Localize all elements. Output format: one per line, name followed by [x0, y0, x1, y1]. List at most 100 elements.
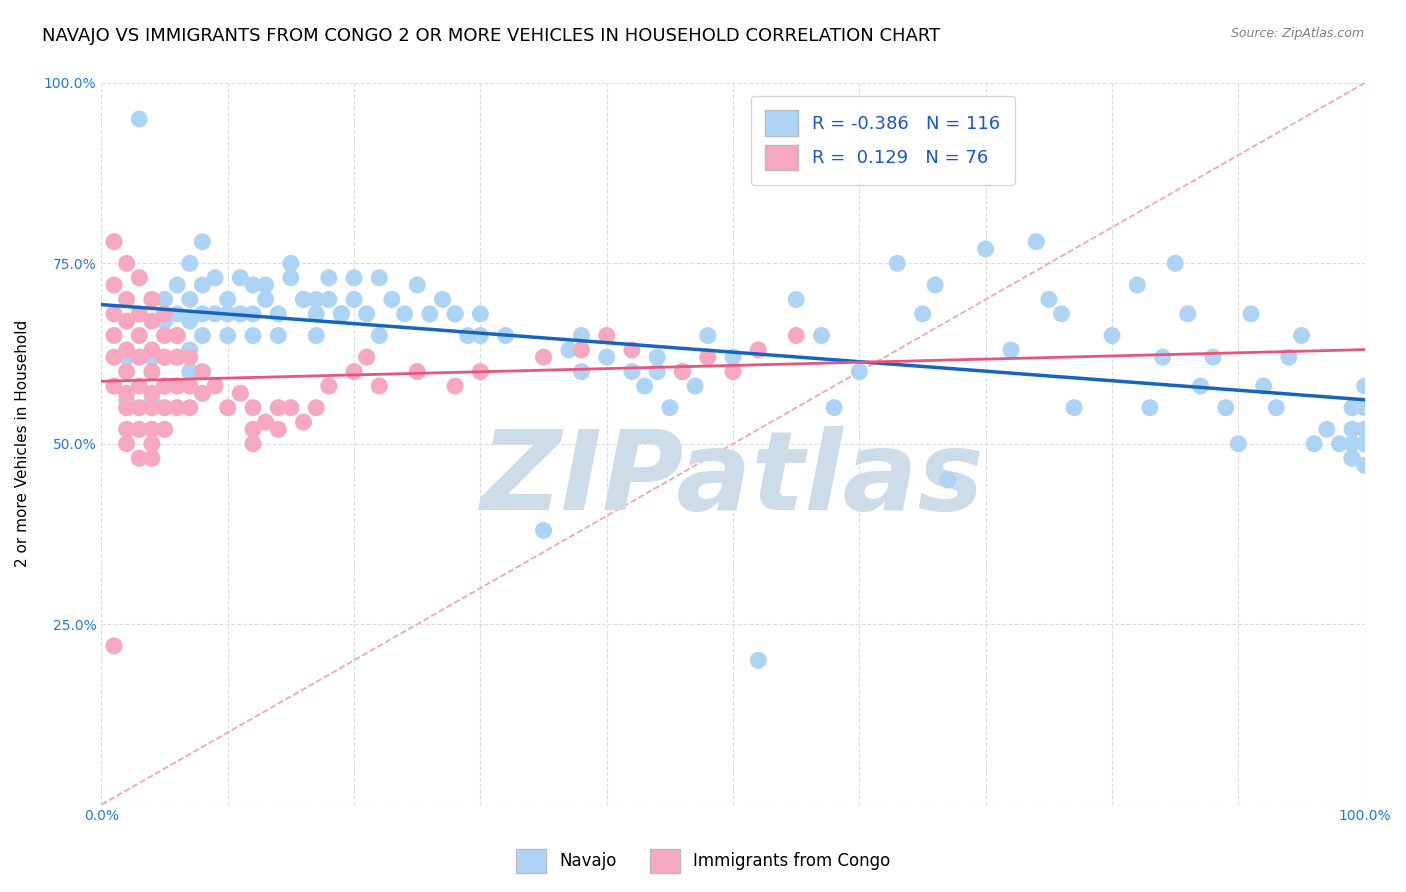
Point	[1341, 401, 1364, 415]
Point	[1341, 451, 1364, 466]
Point	[115, 393, 138, 408]
Point	[242, 422, 264, 436]
Point	[267, 307, 290, 321]
Point	[671, 365, 693, 379]
Point	[292, 293, 315, 307]
Point	[571, 343, 593, 357]
Point	[166, 350, 188, 364]
Point	[1354, 422, 1376, 436]
Point	[596, 350, 619, 364]
Point	[1240, 307, 1263, 321]
Point	[1126, 278, 1149, 293]
Point	[103, 278, 125, 293]
Point	[292, 293, 315, 307]
Point	[419, 307, 441, 321]
Point	[645, 365, 668, 379]
Point	[267, 328, 290, 343]
Point	[254, 293, 277, 307]
Point	[179, 350, 201, 364]
Point	[1215, 401, 1237, 415]
Point	[1354, 437, 1376, 451]
Point	[267, 422, 290, 436]
Point	[254, 415, 277, 429]
Point	[1265, 401, 1288, 415]
Point	[356, 350, 378, 364]
Point	[204, 270, 226, 285]
Point	[229, 386, 252, 401]
Point	[191, 386, 214, 401]
Point	[191, 235, 214, 249]
Point	[356, 307, 378, 321]
Point	[318, 379, 340, 393]
Point	[128, 307, 150, 321]
Point	[1164, 256, 1187, 270]
Point	[1202, 350, 1225, 364]
Point	[217, 293, 239, 307]
Point	[141, 437, 163, 451]
Point	[141, 386, 163, 401]
Point	[141, 393, 163, 408]
Point	[785, 293, 807, 307]
Point	[103, 350, 125, 364]
Point	[1189, 379, 1212, 393]
Point	[128, 350, 150, 364]
Point	[217, 307, 239, 321]
Point	[558, 343, 581, 357]
Point	[620, 343, 643, 357]
Point	[533, 350, 555, 364]
Point	[457, 328, 479, 343]
Point	[1354, 379, 1376, 393]
Point	[381, 293, 404, 307]
Point	[179, 365, 201, 379]
Point	[1152, 350, 1174, 364]
Point	[166, 328, 188, 343]
Point	[596, 328, 619, 343]
Point	[204, 379, 226, 393]
Point	[166, 379, 188, 393]
Point	[683, 379, 706, 393]
Text: NAVAJO VS IMMIGRANTS FROM CONGO 2 OR MORE VEHICLES IN HOUSEHOLD CORRELATION CHAR: NAVAJO VS IMMIGRANTS FROM CONGO 2 OR MOR…	[42, 27, 941, 45]
Point	[330, 307, 353, 321]
Point	[153, 379, 176, 393]
Point	[242, 401, 264, 415]
Point	[128, 401, 150, 415]
Point	[432, 293, 454, 307]
Point	[305, 328, 328, 343]
Point	[153, 293, 176, 307]
Point	[470, 365, 492, 379]
Point	[141, 365, 163, 379]
Point	[1038, 293, 1060, 307]
Point	[848, 365, 870, 379]
Point	[179, 256, 201, 270]
Point	[153, 328, 176, 343]
Point	[785, 328, 807, 343]
Point	[254, 278, 277, 293]
Point	[368, 328, 391, 343]
Point	[153, 350, 176, 364]
Point	[166, 379, 188, 393]
Point	[179, 343, 201, 357]
Point	[305, 401, 328, 415]
Point	[1303, 437, 1326, 451]
Point	[141, 451, 163, 466]
Point	[115, 314, 138, 328]
Point	[191, 307, 214, 321]
Point	[115, 437, 138, 451]
Point	[204, 307, 226, 321]
Point	[1139, 401, 1161, 415]
Point	[1063, 401, 1085, 415]
Point	[696, 350, 718, 364]
Point	[305, 293, 328, 307]
Legend: Navajo, Immigrants from Congo: Navajo, Immigrants from Congo	[509, 842, 897, 880]
Point	[103, 639, 125, 653]
Point	[115, 386, 138, 401]
Text: ZIPatlas: ZIPatlas	[481, 426, 986, 533]
Point	[166, 350, 188, 364]
Point	[633, 379, 655, 393]
Point	[406, 365, 429, 379]
Point	[444, 379, 467, 393]
Point	[1354, 422, 1376, 436]
Point	[128, 112, 150, 126]
Point	[103, 235, 125, 249]
Text: Source: ZipAtlas.com: Source: ZipAtlas.com	[1230, 27, 1364, 40]
